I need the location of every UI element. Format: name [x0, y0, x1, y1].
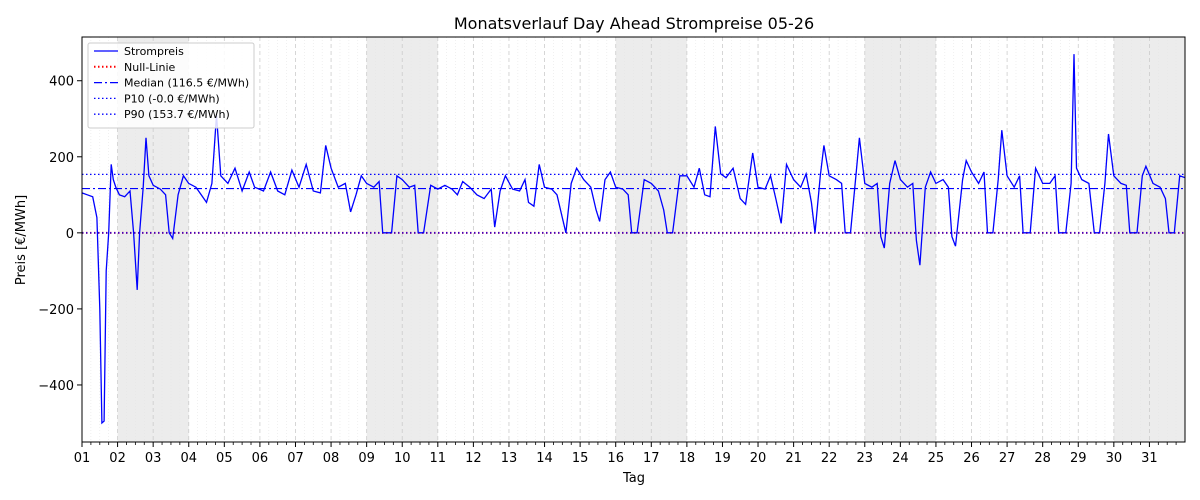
x-tick-label: 06 — [252, 451, 269, 466]
x-tick-label: 07 — [287, 451, 304, 466]
weekend-band-9 — [366, 37, 403, 442]
x-tick-label: 23 — [857, 451, 874, 466]
x-tick-label: 15 — [572, 451, 589, 466]
x-tick-label: 11 — [430, 451, 447, 466]
legend: Strompreis Null-Linie Median (116.5 €/MWh)… — [87, 42, 255, 129]
weekend-band-30 — [1113, 37, 1150, 442]
legend-box — [87, 42, 255, 129]
x-tick-label: 28 — [1034, 451, 1051, 466]
x-tick-label: 30 — [1106, 451, 1123, 466]
legend-label: Strompreis — [124, 45, 184, 58]
x-tick-label: 13 — [501, 451, 518, 466]
x-tick-label: 20 — [750, 451, 767, 466]
plot-frame — [81, 36, 1186, 443]
x-tick-label: 10 — [394, 451, 411, 466]
x-tick-label: 01 — [74, 451, 91, 466]
x-tick-label: 04 — [180, 451, 197, 466]
price-series-line — [82, 54, 1185, 425]
x-tick-label: 31 — [1141, 451, 1158, 466]
x-tick-label: 03 — [145, 451, 162, 466]
x-tick-label: 17 — [643, 451, 660, 466]
y-tick-label: 400 — [49, 75, 74, 90]
x-tick-label: 24 — [892, 451, 909, 466]
x-tick-label: 02 — [109, 451, 126, 466]
legend-label: Median (116.5 €/MWh) — [124, 77, 249, 90]
x-tick-label: 29 — [1070, 451, 1087, 466]
x-tick-label: 19 — [714, 451, 731, 466]
weekend-band-23 — [864, 37, 901, 442]
chart-title: Monatsverlauf Day Ahead Strompreise 05-2… — [454, 14, 814, 33]
x-tick-label: 16 — [607, 451, 624, 466]
legend-label: P90 (153.7 €/MWh) — [124, 108, 230, 121]
x-tick-label: 22 — [821, 451, 838, 466]
x-tick-label: 05 — [216, 451, 233, 466]
x-tick-label: 09 — [358, 451, 375, 466]
x-tick-label: 08 — [323, 451, 340, 466]
x-tick-label: 12 — [465, 451, 482, 466]
y-tick-label: −400 — [38, 379, 74, 394]
y-tick-label: −200 — [38, 303, 74, 318]
weekend-band-24 — [900, 37, 936, 442]
x-tick-label: 26 — [963, 451, 980, 466]
x-tick-label: 25 — [928, 451, 945, 466]
y-tick-label: 0 — [66, 227, 74, 242]
legend-label: P10 (-0.0 €/MWh) — [124, 92, 220, 105]
y-tick-label: 200 — [49, 151, 74, 166]
weekend-band-16 — [615, 37, 652, 442]
weekend-band-31 — [1149, 37, 1185, 442]
weekend-band-17 — [651, 37, 687, 442]
y-axis-label: Preis [€/MWh] — [14, 195, 29, 285]
legend-label: Null-Linie — [124, 61, 175, 74]
x-tick-label: 27 — [999, 451, 1016, 466]
x-tick-label: 14 — [536, 451, 553, 466]
x-tick-label: 18 — [679, 451, 696, 466]
weekend-band-10 — [402, 37, 438, 442]
x-tick-label: 21 — [785, 451, 802, 466]
x-axis-label: Tag — [622, 471, 645, 486]
